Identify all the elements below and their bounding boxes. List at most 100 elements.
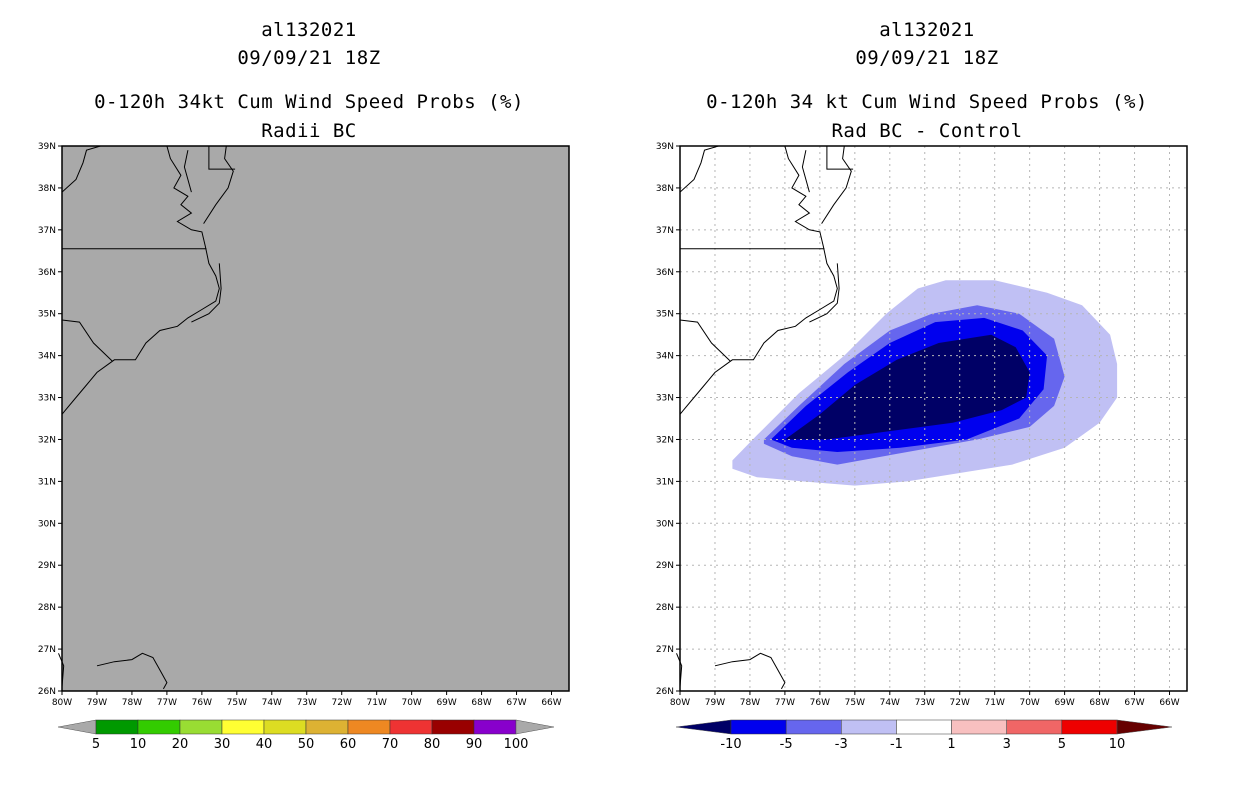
colorbar-segment [431, 719, 475, 735]
x-tick-label: 78W [122, 698, 142, 708]
colorbar-label: -10 [720, 737, 741, 752]
y-tick-label: 27N [38, 645, 56, 655]
coastline [809, 263, 840, 323]
y-tick-label: 28N [38, 603, 56, 613]
colorbar-segment [95, 719, 139, 735]
chart-title: 0-120h 34kt Cum Wind Speed Probs (%) [94, 91, 524, 113]
wind-prob-map: 80W 79W 78W 77W 76W 75W 74W 73W 72W 71W 70W 69W 68W 6… [38, 142, 570, 752]
colorbar-label: 50 [298, 737, 315, 752]
colorbar-segment [389, 719, 433, 735]
x-tick-label: 71W [985, 698, 1005, 708]
colorbar-high-extend [515, 719, 555, 735]
coastline [801, 150, 810, 193]
colorbar-segment [1061, 719, 1118, 735]
x-tick-label: 77W [157, 698, 177, 708]
y-tick-label: 37N [656, 226, 674, 236]
x-tick-label: 74W [262, 698, 282, 708]
x-tick-label: 67W [506, 698, 526, 708]
island-coastline [714, 652, 786, 690]
y-tick-label: 36N [656, 268, 674, 278]
wind-prob-difference-map: 80W 79W 78W 77W 76W 75W 74W 73W 72W 71W 70W 69W 68W 6… [656, 142, 1188, 752]
y-tick-label: 39N [38, 142, 56, 152]
colorbar-label: 60 [340, 737, 357, 752]
x-tick-label: 79W [705, 698, 725, 708]
y-tick-label: 34N [656, 352, 674, 362]
colorbar-label: 20 [172, 737, 189, 752]
y-tick-label: 30N [656, 519, 674, 529]
colorbar-segment [263, 719, 307, 735]
colorbar-segment [785, 719, 842, 735]
y-tick-label: 33N [38, 394, 56, 404]
chart-subtitle: Rad BC - Control [831, 120, 1023, 142]
y-tick-label: 29N [656, 561, 674, 571]
x-tick-label: 73W [915, 698, 935, 708]
colorbar-label: -1 [890, 737, 903, 752]
colorbar-label: 70 [382, 737, 399, 752]
y-tick-label: 31N [38, 477, 56, 487]
x-tick-label: 68W [471, 698, 491, 708]
plot-frame [61, 145, 570, 692]
y-tick-label: 35N [38, 310, 56, 320]
coastline [61, 145, 220, 415]
colorbar-segment [179, 719, 223, 735]
colorbar-label: -5 [780, 737, 793, 752]
chart-subtitle: Radii BC [261, 120, 357, 142]
colorbar-label: 5 [92, 737, 100, 752]
y-tick-label: 29N [38, 561, 56, 571]
state-border [61, 319, 114, 362]
colorbar-segment [1006, 719, 1063, 735]
state-border [826, 146, 854, 170]
colorbar-segment [347, 719, 391, 735]
colorbar-label: 1 [947, 737, 955, 752]
x-tick-label: 75W [845, 698, 865, 708]
y-tick-label: 37N [38, 226, 56, 236]
x-tick-label: 80W [670, 698, 690, 708]
coastline [183, 150, 192, 193]
coastline [821, 145, 852, 224]
colorbar-high-extend [1116, 719, 1173, 735]
y-tick-label: 34N [38, 352, 56, 362]
colorbar-label: 5 [1058, 737, 1066, 752]
colorbar-segment [896, 719, 952, 735]
datetime: 09/09/21 18Z [237, 47, 381, 69]
y-tick-label: 33N [656, 394, 674, 404]
x-tick-label: 72W [332, 698, 352, 708]
colorbar-segment [221, 719, 265, 735]
colorbar-segment [137, 719, 181, 735]
coastline [203, 145, 234, 224]
plot-frame [679, 145, 1188, 692]
colorbar-label: 30 [214, 737, 231, 752]
y-tick-label: 26N [656, 687, 674, 697]
colorbar-segment [305, 719, 349, 735]
x-tick-label: 68W [1089, 698, 1109, 708]
x-tick-label: 78W [740, 698, 760, 708]
y-tick-label: 39N [656, 142, 674, 152]
y-tick-label: 26N [38, 687, 56, 697]
colorbar-label: 40 [256, 737, 273, 752]
coastline [61, 145, 101, 193]
colorbar-label: 90 [466, 737, 483, 752]
x-tick-label: 67W [1124, 698, 1144, 708]
x-tick-label: 79W [87, 698, 107, 708]
y-tick-label: 38N [38, 184, 56, 194]
y-tick-label: 28N [656, 603, 674, 613]
plot-background [62, 146, 569, 691]
y-tick-label: 35N [656, 310, 674, 320]
y-tick-label: 30N [38, 519, 56, 529]
x-tick-label: 70W [1019, 698, 1039, 708]
y-tick-label: 31N [656, 477, 674, 487]
panel-rad-bc-minus-control: al132021 09/09/21 18Z 0-120h 34 kt Cum W… [618, 0, 1236, 800]
state-border [208, 146, 236, 170]
y-tick-label: 36N [38, 268, 56, 278]
island-coastline [96, 652, 168, 690]
storm-id: al132021 [879, 19, 975, 41]
colorbar-label: 10 [1109, 737, 1126, 752]
x-tick-label: 69W [1054, 698, 1074, 708]
x-tick-label: 70W [401, 698, 421, 708]
coastline [679, 145, 838, 415]
colorbar-label: 3 [1003, 737, 1011, 752]
x-tick-label: 66W [1159, 698, 1179, 708]
y-tick-label: 32N [38, 435, 56, 445]
x-tick-label: 71W [367, 698, 387, 708]
x-tick-label: 76W [192, 698, 212, 708]
